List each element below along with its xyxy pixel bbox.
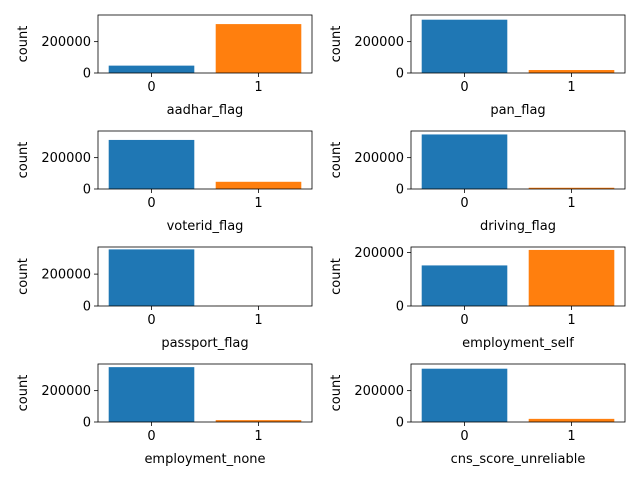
y-axis-label: count [16,26,31,63]
y-tick-label: 200000 [354,35,404,50]
y-tick-label: 0 [396,183,404,198]
subplot-driving_flag: 0 1 0 200000 driving_flag count [329,131,625,234]
x-tick-label: 0 [460,313,468,328]
bar-driving_flag-0 [422,134,508,189]
y-tick-label: 0 [83,67,91,82]
x-tick-label: 0 [460,429,468,444]
y-tick-label: 0 [83,416,91,431]
x-tick-label: 0 [147,80,155,95]
x-axis-label: pan_flag [490,103,545,118]
subplot-pan_flag: 0 1 0 200000 pan_flag count [329,15,625,118]
subplot-voterid_flag: 0 1 0 200000 voterid_flag count [16,131,312,234]
y-axis-label: count [329,258,344,295]
x-axis-label: cns_score_unreliable [451,452,586,467]
bar-voterid_flag-0 [109,140,195,189]
y-tick-label: 0 [83,183,91,198]
subplot-employment_self: 0 1 0 200000 employment_self count [329,246,625,351]
bar-employment_none-0 [109,367,195,422]
bar-pan_flag-0 [422,20,508,73]
y-tick-label: 200000 [41,384,91,399]
y-tick-label: 0 [396,300,404,315]
x-tick-label: 1 [254,313,262,328]
x-axis-label: employment_none [144,452,265,467]
x-tick-label: 1 [567,196,575,211]
y-tick-label: 200000 [41,35,91,50]
x-axis-label: driving_flag [480,219,556,234]
y-axis-label: count [329,26,344,63]
y-axis-label: count [16,142,31,179]
bar-passport_flag-0 [109,249,195,306]
y-axis-label: count [16,258,31,295]
y-tick-label: 200000 [354,246,404,261]
x-tick-label: 1 [567,313,575,328]
bar-cns_score_unreliable-0 [422,369,508,422]
y-axis-label: count [329,375,344,412]
y-tick-label: 200000 [41,268,91,283]
x-tick-label: 1 [254,80,262,95]
bar-pan_flag-1 [529,70,615,73]
y-tick-label: 0 [396,416,404,431]
y-axis-label: count [329,142,344,179]
x-axis-label: voterid_flag [167,219,244,234]
bar-aadhar_flag-0 [109,66,195,73]
x-axis-label: passport_flag [161,336,248,351]
x-tick-label: 1 [567,429,575,444]
x-tick-label: 1 [567,80,575,95]
x-tick-label: 0 [147,313,155,328]
subplot-aadhar_flag: 0 1 0 200000 aadhar_flag count [16,15,312,118]
x-tick-label: 0 [460,80,468,95]
bar-employment_self-1 [529,250,615,306]
y-tick-label: 0 [83,300,91,315]
x-tick-label: 1 [254,196,262,211]
x-axis-label: aadhar_flag [167,103,244,118]
subplot-employment_none: 0 1 0 200000 employment_none count [16,364,312,467]
y-axis-label: count [16,375,31,412]
bar-employment_self-0 [422,265,508,306]
y-tick-label: 200000 [354,384,404,399]
y-tick-label: 200000 [354,151,404,166]
x-tick-label: 0 [460,196,468,211]
x-axis-label: employment_self [462,336,574,351]
bar-cns_score_unreliable-1 [529,419,615,422]
subplot-passport_flag: 0 1 0 200000 passport_flag count [16,247,312,351]
x-tick-label: 0 [147,429,155,444]
bar-aadhar_flag-1 [216,24,302,73]
x-tick-label: 1 [254,429,262,444]
subplot-cns_score_unreliable: 0 1 0 200000 cns_score_unreliable count [329,364,625,467]
x-tick-label: 0 [147,196,155,211]
y-tick-label: 0 [396,67,404,82]
bar-voterid_flag-1 [216,182,302,189]
y-tick-label: 200000 [41,151,91,166]
